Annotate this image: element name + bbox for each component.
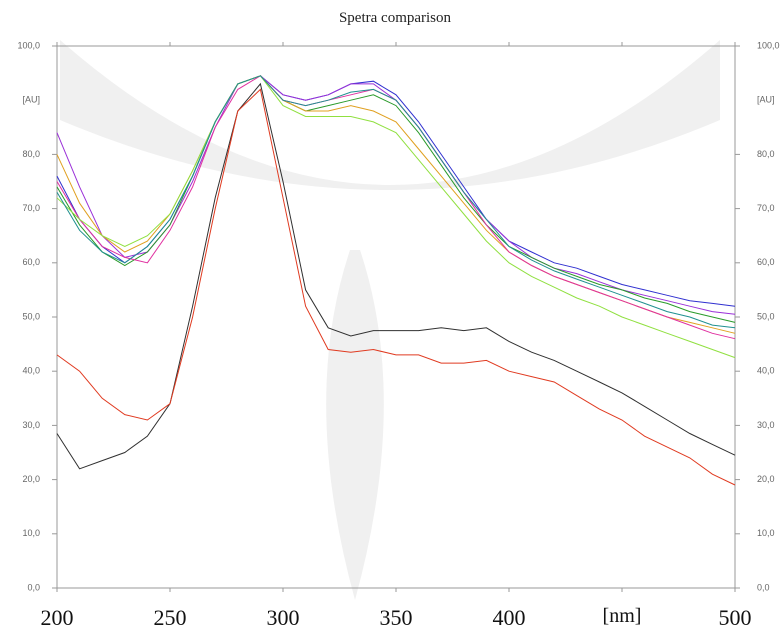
y-tick-label-right: 60,0 (757, 257, 775, 267)
watermark (60, 40, 720, 600)
series-line (56, 88, 736, 486)
x-tick-label: 500 (719, 605, 752, 630)
chart-title: Spetra comparison (339, 10, 452, 26)
y-tick-label-right: 0,0 (757, 582, 770, 592)
series-line (56, 75, 736, 323)
y-tick-label: 10,0 (22, 528, 40, 538)
y-tick-label: 100,0 (17, 40, 40, 50)
y-tick-label: 50,0 (22, 311, 40, 321)
y-tick-label: 30,0 (22, 420, 40, 430)
y-tick-label: 0,0 (27, 582, 40, 592)
x-tick-label: 250 (154, 605, 187, 630)
y-axis-label-right: [AU] (757, 94, 775, 104)
y-tick-label-right: 80,0 (757, 149, 775, 159)
x-axis-label: [nm] (603, 605, 642, 627)
y-tick-label: 20,0 (22, 474, 40, 484)
series-line (56, 75, 736, 329)
y-tick-label-right: 50,0 (757, 311, 775, 321)
y-tick-label: 40,0 (22, 366, 40, 376)
x-tick-label: 350 (380, 605, 413, 630)
y-tick-label: 60,0 (22, 257, 40, 267)
y-tick-label-right: 30,0 (757, 420, 775, 430)
y-axis-label: [AU] (22, 94, 40, 104)
x-tick-label: 300 (267, 605, 300, 630)
series-line (56, 75, 736, 359)
y-tick-label-right: 10,0 (757, 528, 775, 538)
x-tick-label: 400 (493, 605, 526, 630)
y-tick-label-right: 20,0 (757, 474, 775, 484)
x-tick-label: 200 (41, 605, 74, 630)
y-tick-label: 70,0 (22, 203, 40, 213)
y-tick-label-right: 40,0 (757, 366, 775, 376)
y-tick-label-right: 100,0 (757, 40, 780, 50)
y-tick-label: 80,0 (22, 149, 40, 159)
y-tick-label-right: 70,0 (757, 203, 775, 213)
